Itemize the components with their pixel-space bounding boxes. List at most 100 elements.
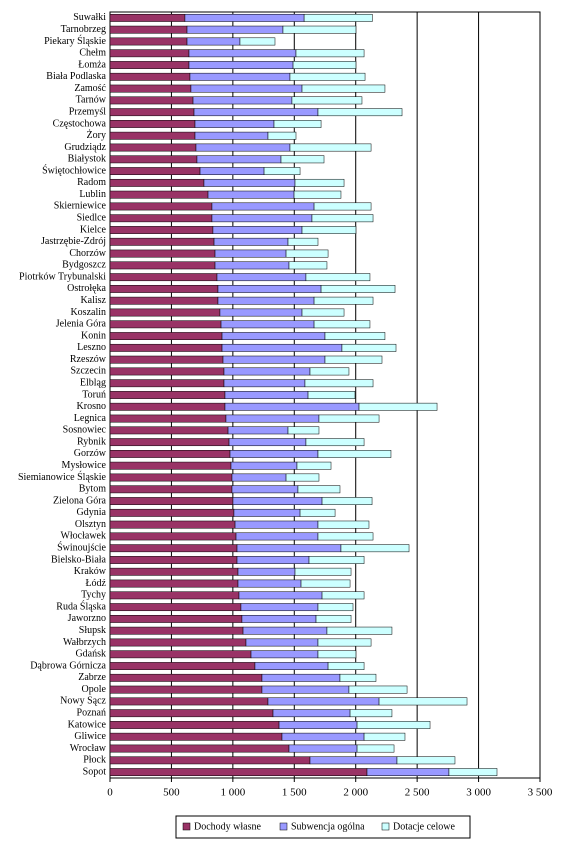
bar-segment <box>296 461 332 470</box>
bar-segment <box>109 190 209 199</box>
bar-segment <box>109 556 238 564</box>
bar-segment <box>109 673 263 682</box>
bar-segment <box>317 532 374 541</box>
bar-segment <box>194 120 275 128</box>
bar-segment <box>109 461 232 470</box>
bar-segment <box>211 214 313 223</box>
y-tick-label: Jelenia Góra <box>56 319 107 330</box>
bar-segment <box>109 768 368 777</box>
bar-segment <box>356 744 395 753</box>
bar-segment <box>396 756 456 765</box>
bar-segment <box>317 603 354 612</box>
bar-segment <box>285 473 320 482</box>
y-tick-label: Chorzów <box>69 248 106 259</box>
bar-segment <box>217 285 322 293</box>
y-tick-label: Leszno <box>77 342 106 353</box>
bar-segment <box>301 226 357 234</box>
bar-segment <box>317 520 370 529</box>
bar-segment <box>317 450 392 458</box>
y-tick-label: Żory <box>87 129 106 141</box>
y-tick-label: Katowice <box>68 719 107 730</box>
bar-segment <box>261 685 350 694</box>
y-tick-label: Łódź <box>85 578 106 589</box>
bar-segment <box>109 202 213 211</box>
bar-segment <box>224 391 309 399</box>
y-tick-label: Ostrołęka <box>67 283 106 294</box>
bar-segment <box>267 131 297 140</box>
bar-segment <box>313 202 372 211</box>
bar-segment <box>378 697 468 706</box>
bar-segment <box>109 697 269 706</box>
bar-segment <box>366 768 450 777</box>
bar-segment <box>220 320 315 329</box>
bar-segment <box>109 237 215 246</box>
y-tick-label: Piekary Śląskie <box>44 35 106 47</box>
bar-segment <box>109 438 230 447</box>
bar-segment <box>214 249 287 258</box>
legend-label: Subwencja ogólna <box>291 821 365 832</box>
y-tick-label: Mysłowice <box>62 460 107 471</box>
bar-segment <box>324 355 383 364</box>
y-tick-label: Elbląg <box>80 378 106 389</box>
bar-segment <box>307 391 356 399</box>
x-tick-label: 2 000 <box>343 787 368 799</box>
bar-segment <box>109 685 263 694</box>
bar-segment <box>109 379 225 388</box>
bar-segment <box>216 273 307 282</box>
bar-segment <box>301 308 345 317</box>
bar-segment <box>317 638 372 647</box>
bar-segment <box>241 615 317 623</box>
bar-segment <box>237 567 296 576</box>
bar-segment <box>109 155 198 164</box>
y-tick-label: Nowy Sącz <box>60 696 106 707</box>
y-tick-label: Białystok <box>68 154 106 165</box>
bar-segment <box>109 61 190 69</box>
bar-segment <box>109 131 196 140</box>
y-tick-label: Jastrzębie-Zdrój <box>41 236 106 247</box>
bar-segment <box>313 296 374 305</box>
y-tick-label: Toruń <box>82 389 106 400</box>
bar-segment <box>109 520 236 529</box>
bar-segment <box>263 167 301 175</box>
bar-segment <box>254 662 329 670</box>
bar-segment <box>245 638 319 647</box>
bar-segment <box>109 13 186 22</box>
y-tick-label: Opole <box>82 684 107 695</box>
bar-segment <box>186 25 284 34</box>
bar-segment <box>109 414 227 423</box>
y-tick-label: Płock <box>83 755 106 766</box>
bar-segment <box>288 261 328 270</box>
bar-segment <box>309 756 398 765</box>
bar-segment <box>293 190 342 199</box>
y-tick-label: Wrocław <box>70 743 107 754</box>
bar-segment <box>285 249 329 258</box>
bar-segment <box>189 72 291 81</box>
legend-box <box>175 815 471 839</box>
bar-segment <box>109 426 229 435</box>
bar-segment <box>214 261 290 270</box>
bar-segment <box>267 697 380 706</box>
y-tick-label: Rybnik <box>77 436 106 447</box>
bar-segment <box>109 143 197 152</box>
bar-segment <box>303 13 373 22</box>
bar-segment <box>305 273 371 282</box>
y-tick-label: Tychy <box>81 590 106 601</box>
x-tick-label: 3 500 <box>528 787 553 799</box>
bar-segment <box>236 544 342 553</box>
bar-segment <box>221 343 343 352</box>
bar-segment <box>327 662 365 670</box>
y-tick-label: Bytom <box>79 484 106 495</box>
bar-segment <box>109 249 216 258</box>
bar-segment <box>190 84 303 93</box>
bar-segment <box>109 355 224 364</box>
bar-segment <box>109 84 192 93</box>
y-tick-label: Rzeszów <box>70 354 107 365</box>
bar-segment <box>231 485 299 494</box>
bar-segment <box>207 190 295 199</box>
bar-segment <box>289 143 372 152</box>
bar-segment <box>109 450 231 458</box>
y-tick-label: Wałbrzych <box>63 637 106 648</box>
bar-segment <box>109 626 244 635</box>
bar-segment <box>109 473 233 482</box>
